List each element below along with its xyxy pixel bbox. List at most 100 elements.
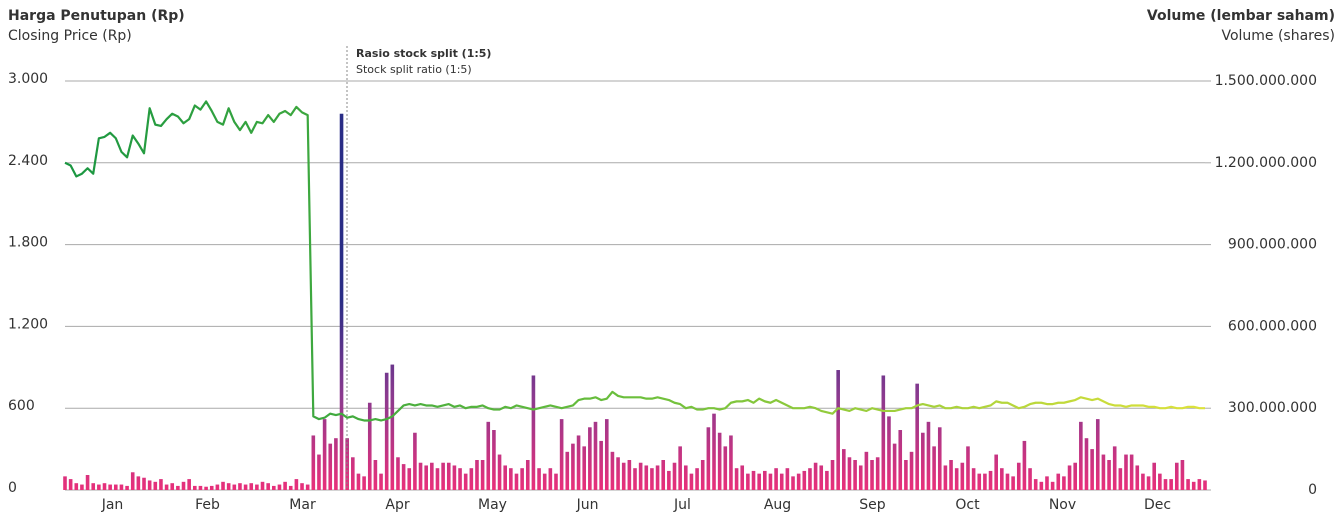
volume-bar bbox=[85, 475, 90, 490]
volume-bar bbox=[774, 468, 778, 490]
volume-bar bbox=[221, 481, 225, 490]
volume-bar bbox=[819, 465, 824, 490]
volume-bar bbox=[1152, 462, 1157, 490]
volume-bar bbox=[255, 484, 259, 490]
x-tick-label: Sep bbox=[859, 497, 886, 513]
volume-bar bbox=[537, 468, 541, 490]
volume-bar bbox=[751, 470, 756, 490]
volume-bar bbox=[441, 462, 445, 490]
volume-bar bbox=[345, 438, 349, 490]
volume-bar bbox=[779, 473, 784, 490]
volume-bar bbox=[159, 479, 163, 490]
x-tick-label: Jan bbox=[101, 497, 124, 513]
volume-bar bbox=[509, 468, 513, 490]
volume-bar bbox=[875, 457, 880, 490]
volume-bar bbox=[102, 483, 107, 490]
volume-bar bbox=[943, 465, 948, 490]
x-tick-label: Jul bbox=[673, 497, 691, 513]
volume-bar bbox=[1062, 476, 1066, 490]
volume-bar bbox=[396, 457, 400, 490]
volume-bar bbox=[582, 446, 587, 490]
volume-bar bbox=[1101, 454, 1106, 490]
volume-bar bbox=[97, 484, 101, 490]
volume-bar bbox=[723, 446, 728, 490]
volume-bar bbox=[424, 465, 428, 490]
volume-bar bbox=[232, 484, 237, 490]
volume-bar bbox=[91, 483, 96, 490]
volume-bar bbox=[842, 449, 846, 490]
y2-tick-label: 300.000.000 bbox=[1228, 400, 1317, 416]
annotation: Rasio stock split (1:5) bbox=[356, 47, 491, 60]
volume-bar bbox=[932, 446, 936, 490]
y2-title: Volume (lembar saham) bbox=[1147, 8, 1335, 24]
volume-bar bbox=[492, 430, 496, 490]
volume-bar bbox=[113, 484, 118, 490]
volume-bar bbox=[80, 484, 84, 490]
volume-bar bbox=[667, 470, 671, 490]
volume-bar bbox=[243, 484, 248, 490]
volume-bar bbox=[1186, 479, 1190, 490]
volume-bar bbox=[644, 465, 649, 490]
volume-bar bbox=[181, 481, 186, 490]
volume-bar bbox=[1033, 479, 1038, 490]
volume-bar bbox=[339, 113, 344, 490]
volume-bar bbox=[616, 457, 620, 490]
volume-bar bbox=[1124, 454, 1128, 490]
volume-bar bbox=[379, 473, 383, 490]
volume-bar bbox=[108, 484, 112, 490]
volume-bar bbox=[362, 476, 366, 490]
volume-bar bbox=[446, 462, 451, 490]
volume-bar bbox=[1005, 473, 1010, 490]
volume-bar bbox=[418, 462, 423, 490]
volume-bar bbox=[1011, 476, 1015, 490]
y-subtitle: Closing Price (Rp) bbox=[8, 28, 132, 44]
volume-bar bbox=[836, 370, 840, 490]
volume-bar bbox=[655, 465, 660, 490]
volume-bar bbox=[525, 460, 530, 490]
volume-bar bbox=[373, 460, 378, 490]
volume-bar bbox=[475, 460, 479, 490]
volume-bar bbox=[706, 427, 711, 490]
volume-bar bbox=[988, 470, 993, 490]
volume-bar bbox=[283, 481, 287, 490]
volume-bar bbox=[825, 470, 829, 490]
volume-bar bbox=[452, 465, 457, 490]
volume-bar bbox=[367, 402, 372, 490]
volume-bar bbox=[926, 421, 931, 490]
volume-bar bbox=[1000, 468, 1004, 490]
volume-bar bbox=[678, 446, 682, 490]
volume-bar bbox=[1163, 479, 1168, 490]
volume-bar bbox=[463, 473, 468, 490]
volume-bar bbox=[317, 454, 321, 490]
volume-bar bbox=[294, 479, 299, 490]
volume-bar bbox=[610, 451, 615, 490]
y2-tick-label: 900.000.000 bbox=[1228, 237, 1317, 253]
y-tick-label: 0 bbox=[8, 480, 17, 496]
y-title: Harga Penutupan (Rp) bbox=[8, 8, 185, 24]
volume-bar bbox=[142, 477, 146, 490]
volume-bar bbox=[125, 485, 129, 490]
volume-bar bbox=[1174, 462, 1179, 490]
volume-bar bbox=[763, 470, 767, 490]
volume-bar bbox=[266, 483, 270, 490]
volume-bar bbox=[847, 457, 852, 490]
volume-bar bbox=[864, 451, 869, 490]
volume-bar bbox=[1169, 479, 1173, 490]
volume-bar bbox=[904, 460, 908, 490]
volume-bar bbox=[198, 485, 203, 490]
y2-tick-label: 1.200.000.000 bbox=[1215, 155, 1317, 171]
volume-bar bbox=[153, 481, 158, 490]
volume-bar bbox=[971, 468, 976, 490]
volume-bar bbox=[1067, 465, 1072, 490]
y-tick-label: 2.400 bbox=[8, 153, 48, 169]
volume-bar bbox=[638, 462, 643, 490]
volume-bar bbox=[898, 430, 903, 490]
volume-bar bbox=[746, 473, 750, 490]
price-line bbox=[64, 100, 1205, 422]
volume-bar bbox=[1118, 468, 1123, 490]
volume-bar bbox=[717, 432, 722, 490]
volume-bar bbox=[1050, 481, 1055, 490]
volume-bar bbox=[650, 468, 654, 490]
volume-bar bbox=[74, 483, 79, 490]
